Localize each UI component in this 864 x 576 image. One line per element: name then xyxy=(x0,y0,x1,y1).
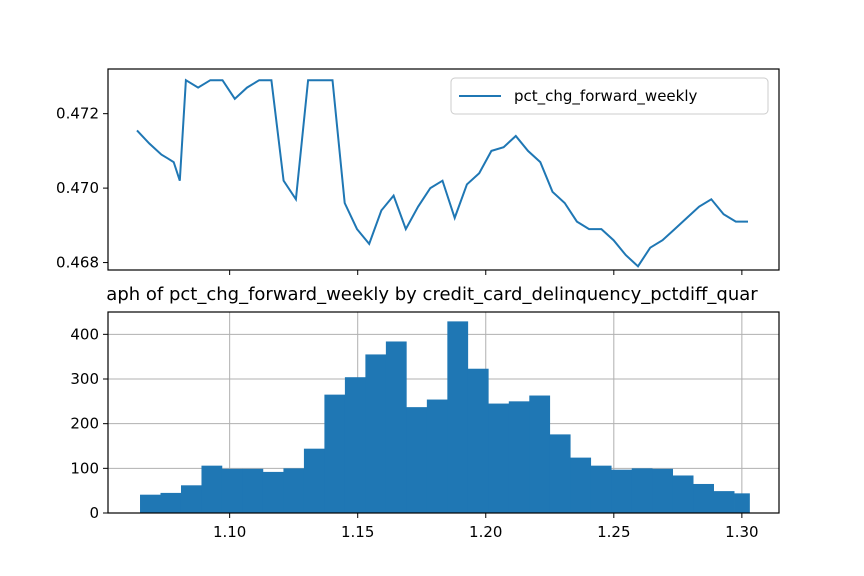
legend: pct_chg_forward_weekly xyxy=(450,77,769,115)
legend-entry-label: pct_chg_forward_weekly xyxy=(514,87,698,106)
x-tick-label: 1.20 xyxy=(469,523,502,541)
histogram-x-ticks: 1.10 1.15 1.20 1.25 1.30 xyxy=(213,513,759,541)
series-line-pct-chg-forward-weekly xyxy=(136,78,748,268)
y-tick-label: 0.472 xyxy=(56,105,99,123)
histogram-bar xyxy=(693,483,714,513)
line-chart-x-ticks xyxy=(229,270,743,275)
histogram-bar xyxy=(385,341,407,513)
histogram-bar xyxy=(140,494,161,513)
histogram-bar xyxy=(262,471,284,513)
legend-box xyxy=(450,77,769,115)
histogram-y-ticks: 0 100 200 300 400 xyxy=(70,325,108,522)
y-tick-label: 0.468 xyxy=(56,254,99,272)
y-tick-label: 0 xyxy=(89,504,99,522)
histogram-bar xyxy=(467,368,489,513)
histogram-chart: aph of pct_chg_forward_weekly by credit_… xyxy=(70,284,780,541)
histogram-bar xyxy=(631,468,653,513)
y-tick-label: 400 xyxy=(70,325,99,343)
histogram-title: aph of pct_chg_forward_weekly by credit_… xyxy=(106,284,758,305)
x-tick-label: 1.30 xyxy=(725,523,758,541)
y-tick-label: 100 xyxy=(70,459,99,477)
histogram-bar xyxy=(549,434,571,513)
histogram-bar xyxy=(283,468,305,513)
histogram-bar xyxy=(611,469,633,513)
histogram-bar xyxy=(324,394,346,513)
histogram-bar xyxy=(713,491,735,513)
histogram-bar xyxy=(488,403,510,513)
y-tick-label: 0.470 xyxy=(56,179,99,197)
histogram-bar xyxy=(160,492,182,513)
histogram-bar xyxy=(242,468,264,513)
histogram-bar xyxy=(426,399,448,513)
x-tick-label: 1.15 xyxy=(341,523,374,541)
line-chart: 0.468 0.470 0.472 pct_chg_forward_weekly xyxy=(56,68,780,275)
line-chart-frame xyxy=(107,68,780,271)
histogram-bar xyxy=(201,465,223,513)
histogram-bar xyxy=(344,377,366,513)
histogram-bar xyxy=(652,468,674,513)
histogram-bar xyxy=(303,448,325,513)
histogram-bar xyxy=(508,401,530,513)
y-tick-label: 300 xyxy=(70,370,99,388)
histogram-bar xyxy=(221,468,243,513)
histogram-bar xyxy=(570,457,592,513)
x-tick-label: 1.25 xyxy=(597,523,630,541)
histogram-bar xyxy=(447,321,469,513)
histogram-bar xyxy=(180,485,202,513)
histogram-bars xyxy=(140,321,750,513)
line-chart-y-ticks: 0.468 0.470 0.472 xyxy=(56,105,108,272)
histogram-frame xyxy=(107,311,780,514)
histogram-bar xyxy=(406,407,428,513)
y-tick-label: 200 xyxy=(70,415,99,433)
histogram-bar xyxy=(734,493,750,513)
histogram-bar xyxy=(529,395,551,513)
x-tick-label: 1.10 xyxy=(213,523,246,541)
histogram-bar xyxy=(365,354,387,513)
histogram-bar xyxy=(590,465,612,513)
histogram-bar xyxy=(672,475,694,513)
